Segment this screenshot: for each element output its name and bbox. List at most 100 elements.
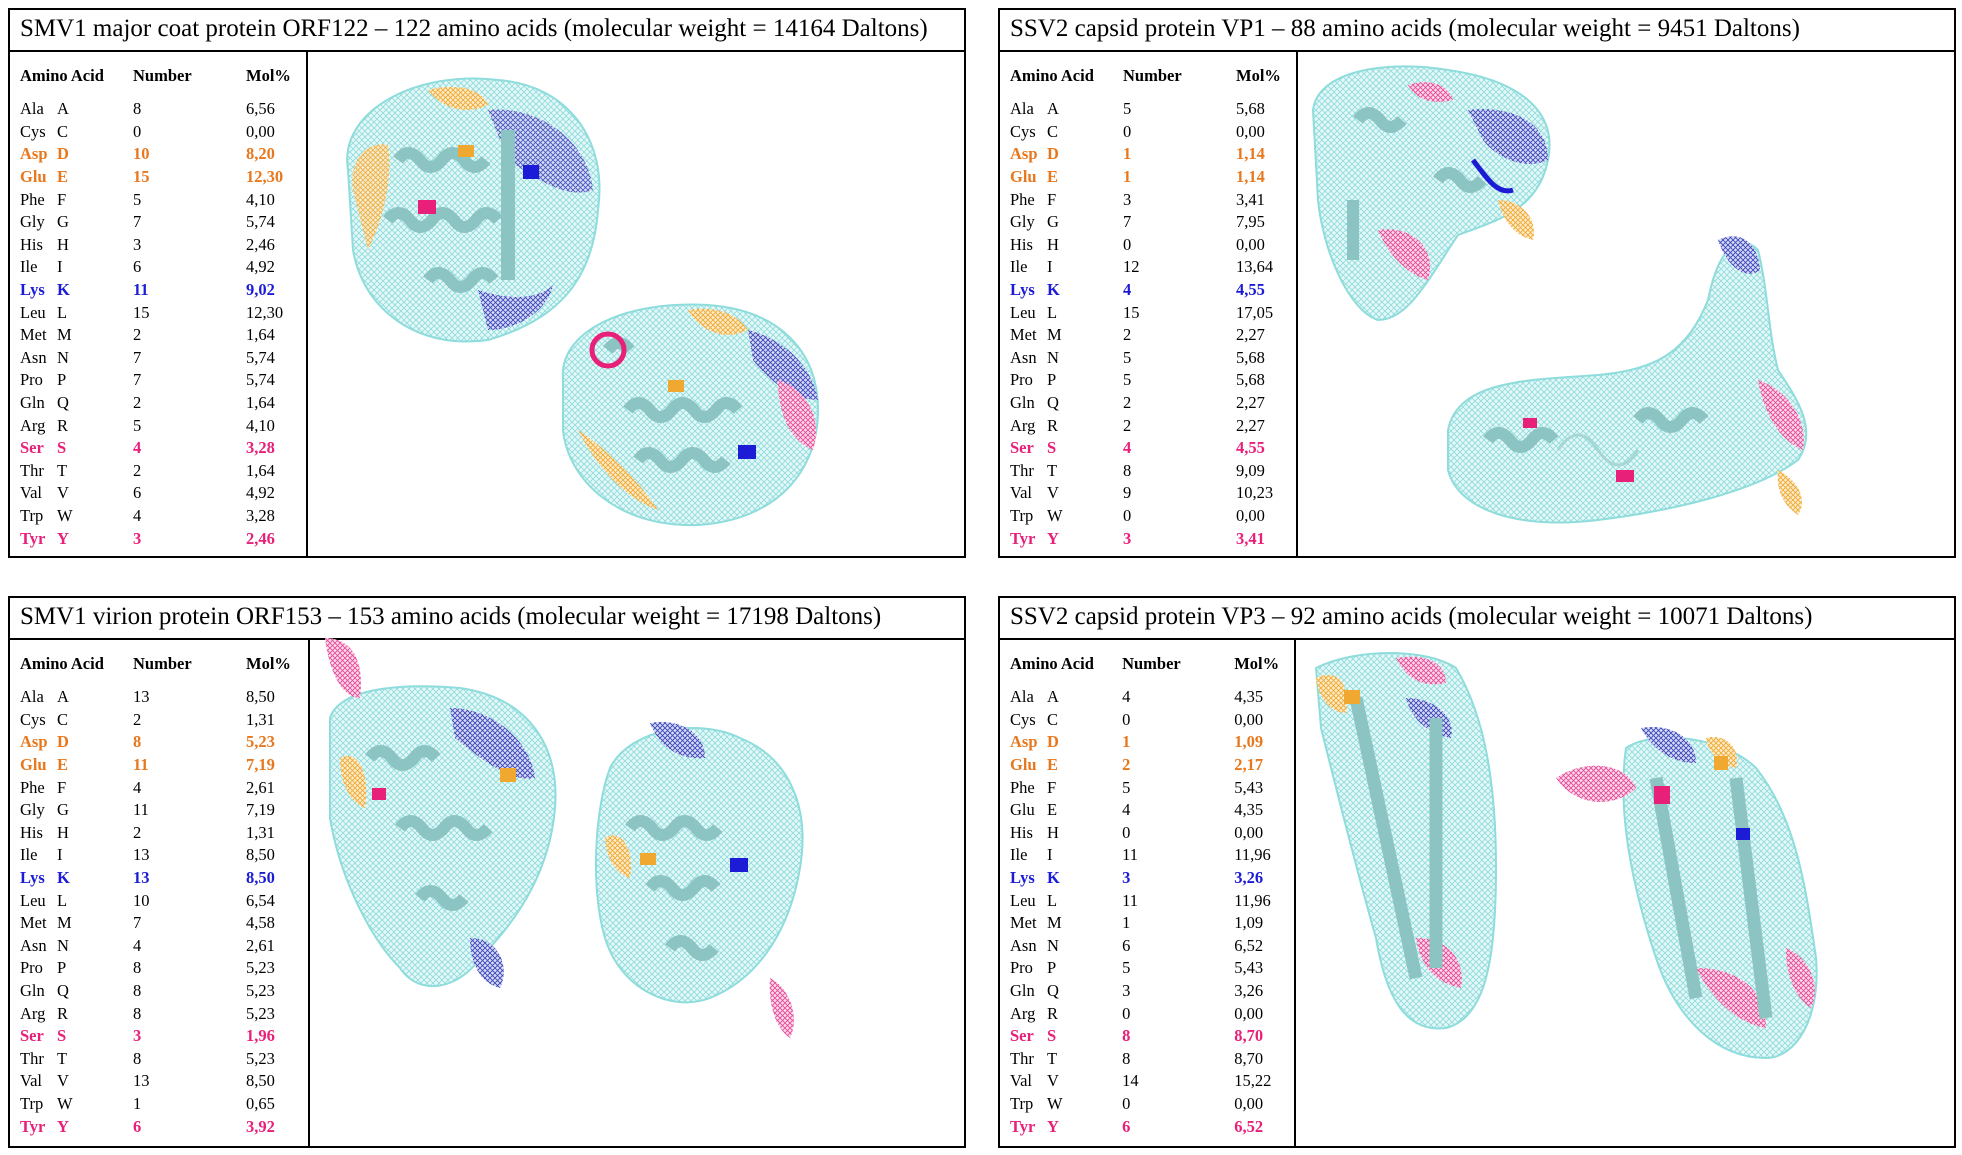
number-cell: 6 [133,257,142,277]
amino-acid-code: Q [1047,393,1059,413]
amino-acid-code: N [57,347,69,367]
amino-acid-cell: Asn N [1010,347,1123,370]
table-row: Val V 14 15,22 [1010,1070,1294,1093]
amino-acid-code: G [57,212,69,232]
amino-acid-cell: Val V [20,1070,133,1093]
number-cell: 5 [1122,958,1131,978]
number-cell: 0 [133,121,142,141]
panel-title: SMV1 major coat protein ORF122 – 122 ami… [10,10,964,52]
table-row: Ile I 11 11,96 [1010,844,1294,867]
amino-acid-name: Cys [20,121,46,141]
number-cell: 7 [133,913,142,933]
mol-percent-cell: 4,55 [1236,280,1265,300]
amino-acid-name: Glu [1010,755,1037,775]
amino-acid-cell: Met M [1010,912,1122,935]
amino-acid-code: F [1047,189,1057,209]
amino-acid-code: M [1047,913,1062,933]
number-cell: 1 [1123,167,1132,187]
amino-acid-name: Asn [1010,347,1037,367]
amino-acid-table: Amino Acid Number Mol% Ala A 8 6,56 Cys C 0 0,00 As… [20,66,306,550]
mol-percent-cell: 2,27 [1236,393,1265,413]
amino-acid-cell: Thr T [1010,460,1123,483]
amino-acid-code: M [1047,325,1062,345]
amino-acid-cell: Ser S [20,1025,133,1048]
number-cell: 2 [133,822,142,842]
number-cell: 2 [133,325,142,345]
amino-acid-name: Lys [20,280,45,300]
amino-acid-cell: Phe F [20,776,133,799]
mol-percent-cell: 5,23 [246,958,275,978]
amino-acid-cell: Gly G [20,799,133,822]
mol-percent-cell: 7,19 [246,800,275,820]
amino-acid-cell: Cys C [1010,121,1123,144]
amino-acid-cell: Lys K [20,279,133,302]
mol-percent-cell: 8,50 [246,845,275,865]
amino-acid-cell: His H [20,234,133,257]
mol-percent-cell: 2,61 [246,777,275,797]
amino-acid-cell: Pro P [1010,957,1122,980]
table-row: Glu E 15 12,30 [20,166,306,189]
mol-percent-cell: 5,68 [1236,347,1265,367]
amino-acid-name: Leu [1010,890,1036,910]
amino-acid-code: E [1047,755,1059,775]
number-cell: 3 [133,234,142,254]
structure-image [310,638,964,1146]
number-cell: 11 [1122,845,1138,865]
amino-acid-code: G [1047,212,1059,232]
amino-acid-cell: Val V [20,482,133,505]
number-cell: 8 [1122,1026,1131,1046]
amino-acid-code: E [1047,800,1058,820]
mol-percent-cell: 0,00 [1234,1003,1264,1023]
amino-acid-name: Arg [1010,415,1036,435]
mol-percent-cell: 11,96 [1234,845,1271,865]
mol-percent-cell: 7,19 [246,755,275,775]
table-row: Tyr Y 3 3,41 [1010,527,1296,550]
number-cell: 2 [1123,325,1132,345]
mol-percent-cell: 6,52 [1234,935,1264,955]
table-row: Gly G 7 7,95 [1010,211,1296,234]
amino-acid-cell: Leu L [1010,889,1122,912]
panel-title: SMV1 virion protein ORF153 – 153 amino a… [10,598,964,640]
amino-acid-name: Tyr [20,528,46,548]
protein-panel-smv1-orf122: SMV1 major coat protein ORF122 – 122 ami… [8,8,966,558]
mol-percent-cell: 1,96 [246,1026,275,1046]
number-cell: 15 [133,302,150,322]
mol-percent-cell: 5,74 [246,212,275,232]
amino-acid-name: Gln [20,981,45,1001]
table-row: Asn N 7 5,74 [20,347,306,370]
column-header: Amino Acid [1010,66,1094,85]
amino-acid-name: Pro [20,370,43,390]
table-row: Ser S 4 4,55 [1010,437,1296,460]
table-row: Asp D 10 8,20 [20,143,306,166]
mol-percent-cell: 15,22 [1234,1071,1272,1091]
amino-acid-code: H [1047,822,1059,842]
amino-acid-code: P [57,370,67,390]
amino-acid-cell: Gly G [1010,211,1123,234]
mol-percent-cell: 4,35 [1234,687,1264,707]
amino-acid-name: Cys [1010,121,1036,141]
mol-percent-cell: 8,20 [246,144,275,164]
table-row: Lys K 11 9,02 [20,279,306,302]
table-row: Phe F 5 4,10 [20,188,306,211]
amino-acid-name: Gly [20,212,45,232]
mol-percent-cell: 3,26 [1234,868,1264,888]
number-cell: 0 [1122,1093,1131,1113]
number-cell: 2 [1123,415,1132,435]
amino-acid-cell: Asn N [20,347,133,370]
amino-acid-name: Gln [1010,393,1035,413]
amino-acid-cell: Thr T [20,1048,133,1071]
panel-title: SSV2 capsid protein VP1 – 88 amino acids… [1000,10,1954,52]
amino-acid-name: Ala [1010,99,1034,119]
number-cell: 8 [1123,460,1132,480]
amino-acid-code: D [57,144,69,164]
mol-percent-cell: 1,14 [1236,167,1265,187]
amino-acid-name: Thr [1010,460,1034,480]
amino-acid-name: Lys [1010,280,1035,300]
amino-acid-cell: Tyr Y [1010,527,1123,550]
table-row: Trp W 4 3,28 [20,505,306,528]
amino-acid-cell: Lys K [1010,279,1123,302]
table-row: Arg R 5 4,10 [20,414,306,437]
amino-acid-name: Trp [1010,505,1034,525]
amino-acid-name: Ala [20,99,44,119]
table-row: Pro P 5 5,43 [1010,957,1294,980]
